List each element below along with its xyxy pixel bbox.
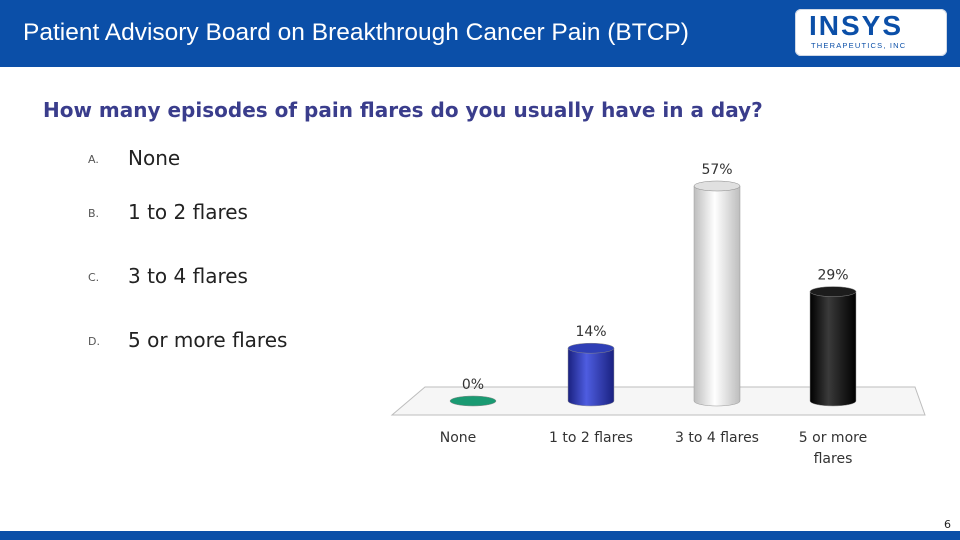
value-label: 14%	[575, 324, 606, 340]
option-b: B. 1 to 2 flares	[88, 200, 388, 228]
category-label: 3 to 4 flares	[675, 430, 759, 446]
slide-title: Patient Advisory Board on Breakthrough C…	[23, 19, 689, 46]
bar-3	[809, 286, 857, 407]
value-label: 29%	[817, 268, 848, 284]
category-label: 5 or more	[799, 430, 867, 446]
option-a: A. None	[88, 146, 388, 174]
option-c: C. 3 to 4 flares	[88, 264, 388, 292]
value-label: 0%	[462, 377, 484, 393]
category-label: 1 to 2 flares	[549, 430, 633, 446]
poll-results-chart: 0% 14% 57% 29% None 1 to 2 flares 3 to 4 flar…	[390, 162, 926, 467]
option-letter: C.	[88, 271, 100, 284]
logo-wordmark: INSYS	[809, 10, 904, 41]
chart-floor	[390, 386, 926, 416]
value-label: 57%	[701, 162, 732, 178]
slide-header: Patient Advisory Board on Breakthrough C…	[0, 0, 960, 67]
footer-bar	[0, 531, 960, 540]
option-letter: A.	[88, 153, 99, 166]
option-letter: B.	[88, 207, 100, 220]
category-label: None	[440, 430, 477, 446]
option-letter: D.	[88, 335, 100, 348]
option-d: D. 5 or more flares	[88, 328, 388, 356]
bar-1	[567, 342, 615, 407]
option-text: None	[128, 146, 181, 170]
category-label: flares	[814, 451, 853, 467]
poll-question: How many episodes of pain flares do you …	[43, 98, 763, 122]
option-text: 3 to 4 flares	[128, 264, 248, 288]
option-text: 1 to 2 flares	[128, 200, 248, 224]
logo-subtitle: THERAPEUTICS, INC	[811, 41, 907, 50]
bar-0	[449, 395, 497, 407]
bar-2	[693, 180, 741, 407]
company-logo: INSYS THERAPEUTICS, INC	[795, 9, 947, 56]
option-text: 5 or more flares	[128, 328, 288, 352]
page-number: 6	[944, 518, 951, 531]
